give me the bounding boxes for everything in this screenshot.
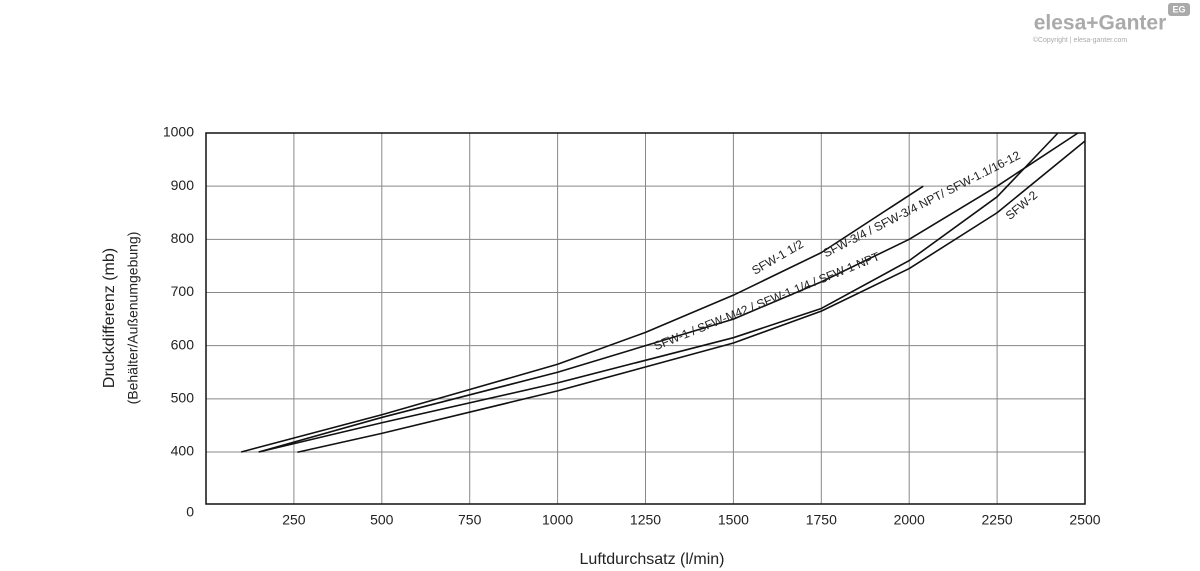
y-tick-label: 900 — [171, 177, 195, 193]
y-axis-sublabel: (Behälter/Außenumgebung) — [125, 232, 141, 405]
x-tick-label: 2500 — [1069, 512, 1100, 528]
logo-copyright: ©Copyright | elesa-ganter.com — [1033, 36, 1128, 44]
curve — [258, 132, 1059, 453]
y-tick-label: 700 — [171, 283, 195, 299]
y-tick-label: 0 — [186, 504, 194, 520]
x-tick-label: 500 — [370, 512, 394, 528]
x-tick-label: 2250 — [982, 512, 1013, 528]
logo-brand: elesa+Ganter — [1034, 12, 1167, 35]
x-tick-label: 1750 — [806, 512, 837, 528]
x-tick-label: 1500 — [718, 512, 749, 528]
x-tick-label: 750 — [458, 512, 482, 528]
y-axis-label: Druckdifferenz (mb) — [101, 248, 118, 388]
logo-badge-box — [1168, 3, 1190, 16]
x-tick-label: 2000 — [894, 512, 925, 528]
x-axis-label: Luftdurchsatz (l/min) — [580, 551, 725, 568]
y-tick-label: 1000 — [163, 124, 194, 140]
logo-badge: EG — [1172, 4, 1185, 14]
curve — [240, 185, 924, 453]
curve-label: SFW-1 1/2 — [749, 237, 806, 278]
curve — [297, 140, 1086, 454]
curve-label: SFW-3/4 / SFW-3/4 NPT/ SFW-1.1/16-12 — [821, 148, 1023, 260]
y-tick-label: 500 — [171, 390, 195, 406]
y-tick-label: 600 — [171, 336, 195, 352]
y-tick-label: 800 — [171, 230, 195, 246]
curve — [258, 132, 1079, 453]
plot-frame — [205, 132, 1086, 505]
x-tick-label: 1000 — [542, 512, 573, 528]
y-tick-label: 400 — [171, 443, 195, 459]
x-tick-label: 250 — [282, 512, 306, 528]
x-tick-label: 1250 — [630, 512, 661, 528]
